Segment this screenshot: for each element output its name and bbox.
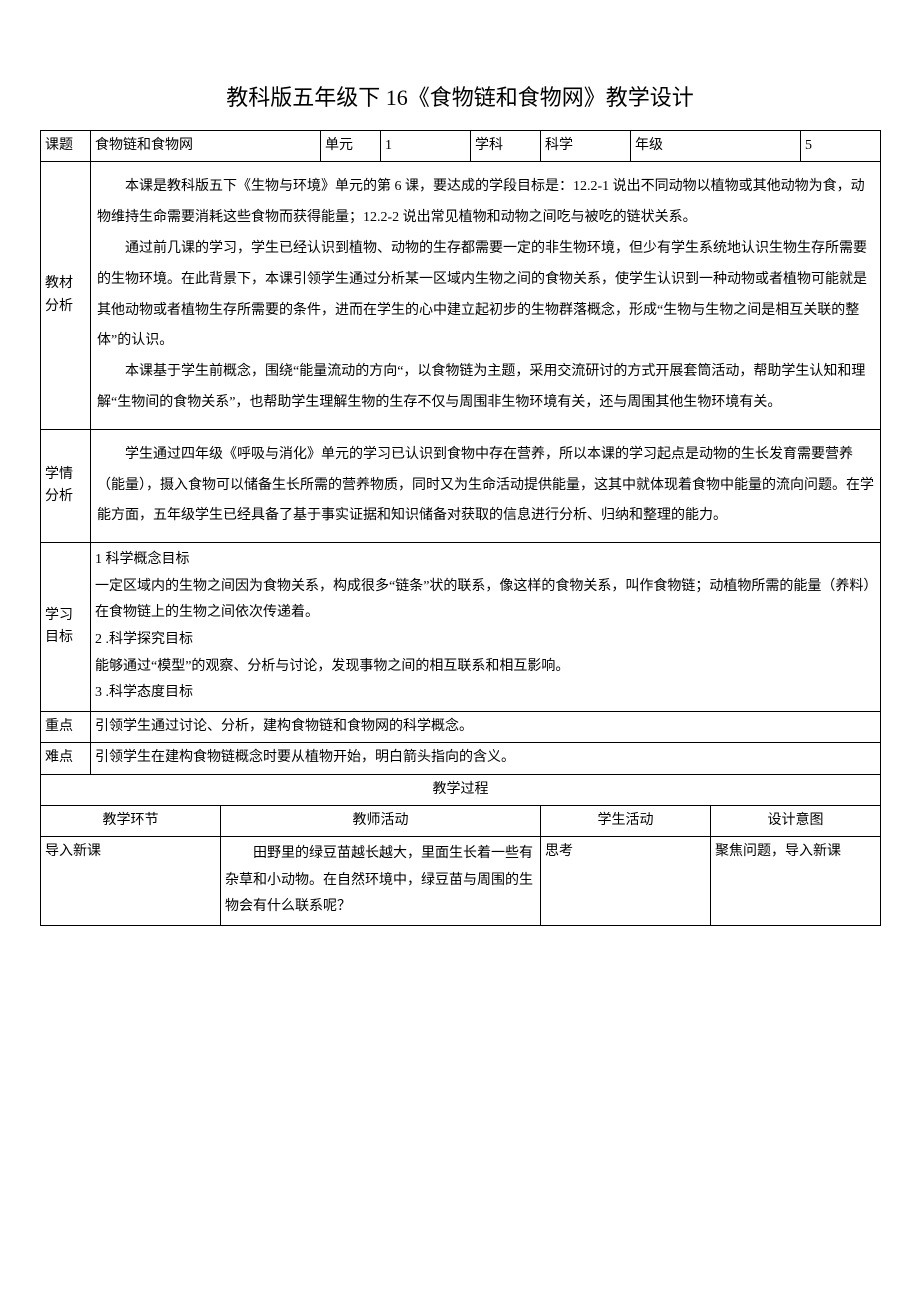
learner-p1: 学生通过四年级《呼吸与消化》单元的学习已认识到食物中存在营养，所以本课的学习起点… xyxy=(97,440,874,532)
label-difficulty: 难点 xyxy=(41,743,91,774)
row-process-heading: 教学过程 xyxy=(41,774,881,805)
textbook-p2: 通过前几课的学习，学生已经认识到植物、动物的生存都需要一定的非生物环境，但少有学… xyxy=(97,234,874,357)
value-subject: 科学 xyxy=(541,131,631,162)
label-learner: 学情分析 xyxy=(41,429,91,542)
col-teacher: 教师活动 xyxy=(221,805,541,836)
textbook-p1: 本课是教科版五下《生物与环境》单元的第 6 课，要达成的学段目标是：12.2-1… xyxy=(97,172,874,234)
label-subject: 学科 xyxy=(471,131,541,162)
stage-1: 导入新课 xyxy=(41,837,221,926)
header-row: 课题 食物链和食物网 单元 1 学科 科学 年级 5 xyxy=(41,131,881,162)
value-grade: 5 xyxy=(801,131,881,162)
label-topic: 课题 xyxy=(41,131,91,162)
label-grade: 年级 xyxy=(631,131,801,162)
row-process-columns: 教学环节 教师活动 学生活动 设计意图 xyxy=(41,805,881,836)
learner-analysis-body: 学生通过四年级《呼吸与消化》单元的学习已认识到食物中存在营养，所以本课的学习起点… xyxy=(91,429,881,542)
objectives-body: 1 科学概念目标 一定区域内的生物之间因为食物关系，构成很多“链条”状的联系，像… xyxy=(91,543,881,712)
label-unit: 单元 xyxy=(321,131,381,162)
col-student: 学生活动 xyxy=(541,805,711,836)
textbook-p3: 本课基于学生前概念，围绕“能量流动的方向“，以食物链为主题，采用交流研讨的方式开… xyxy=(97,357,874,419)
value-topic: 食物链和食物网 xyxy=(91,131,321,162)
textbook-analysis-body: 本课是教科版五下《生物与环境》单元的第 6 课，要达成的学段目标是：12.2-1… xyxy=(91,162,881,429)
process-heading: 教学过程 xyxy=(41,774,881,805)
page-title: 教科版五年级下 16《食物链和食物网》教学设计 xyxy=(40,80,880,112)
obj-l4: 能够通过“模型”的观察、分析与讨论，发现事物之间的相互联系和相互影响。 xyxy=(95,654,876,681)
intent-1: 聚焦问题，导入新课 xyxy=(711,837,881,926)
teacher-1: 田野里的绿豆苗越长越大，里面生长着一些有杂草和小动物。在自然环境中，绿豆苗与周围… xyxy=(221,837,541,926)
label-keypoint: 重点 xyxy=(41,711,91,742)
row-textbook-analysis: 教材分析 本课是教科版五下《生物与环境》单元的第 6 课，要达成的学段目标是：1… xyxy=(41,162,881,429)
lesson-plan-table: 课题 食物链和食物网 单元 1 学科 科学 年级 5 教材分析 本课是教科版五下… xyxy=(40,130,881,926)
obj-l2: 一定区域内的生物之间因为食物关系，构成很多“链条”状的联系，像这样的食物关系，叫… xyxy=(95,574,876,627)
row-keypoint: 重点 引领学生通过讨论、分析，建构食物链和食物网的科学概念。 xyxy=(41,711,881,742)
row-process-1: 导入新课 田野里的绿豆苗越长越大，里面生长着一些有杂草和小动物。在自然环境中，绿… xyxy=(41,837,881,926)
col-intent: 设计意图 xyxy=(711,805,881,836)
obj-l5: 3 .科学态度目标 xyxy=(95,680,876,707)
obj-l1: 1 科学概念目标 xyxy=(95,547,876,574)
value-unit: 1 xyxy=(381,131,471,162)
label-textbook: 教材分析 xyxy=(41,162,91,429)
obj-l3: 2 .科学探究目标 xyxy=(95,627,876,654)
student-1: 思考 xyxy=(541,837,711,926)
row-learner-analysis: 学情分析 学生通过四年级《呼吸与消化》单元的学习已认识到食物中存在营养，所以本课… xyxy=(41,429,881,542)
keypoint-text: 引领学生通过讨论、分析，建构食物链和食物网的科学概念。 xyxy=(91,711,881,742)
difficulty-text: 引领学生在建构食物链概念时要从植物开始，明白箭头指向的含义。 xyxy=(91,743,881,774)
row-objectives: 学习目标 1 科学概念目标 一定区域内的生物之间因为食物关系，构成很多“链条”状… xyxy=(41,543,881,712)
col-stage: 教学环节 xyxy=(41,805,221,836)
row-difficulty: 难点 引领学生在建构食物链概念时要从植物开始，明白箭头指向的含义。 xyxy=(41,743,881,774)
label-objectives: 学习目标 xyxy=(41,543,91,712)
teacher-1-text: 田野里的绿豆苗越长越大，里面生长着一些有杂草和小动物。在自然环境中，绿豆苗与周围… xyxy=(225,841,536,921)
